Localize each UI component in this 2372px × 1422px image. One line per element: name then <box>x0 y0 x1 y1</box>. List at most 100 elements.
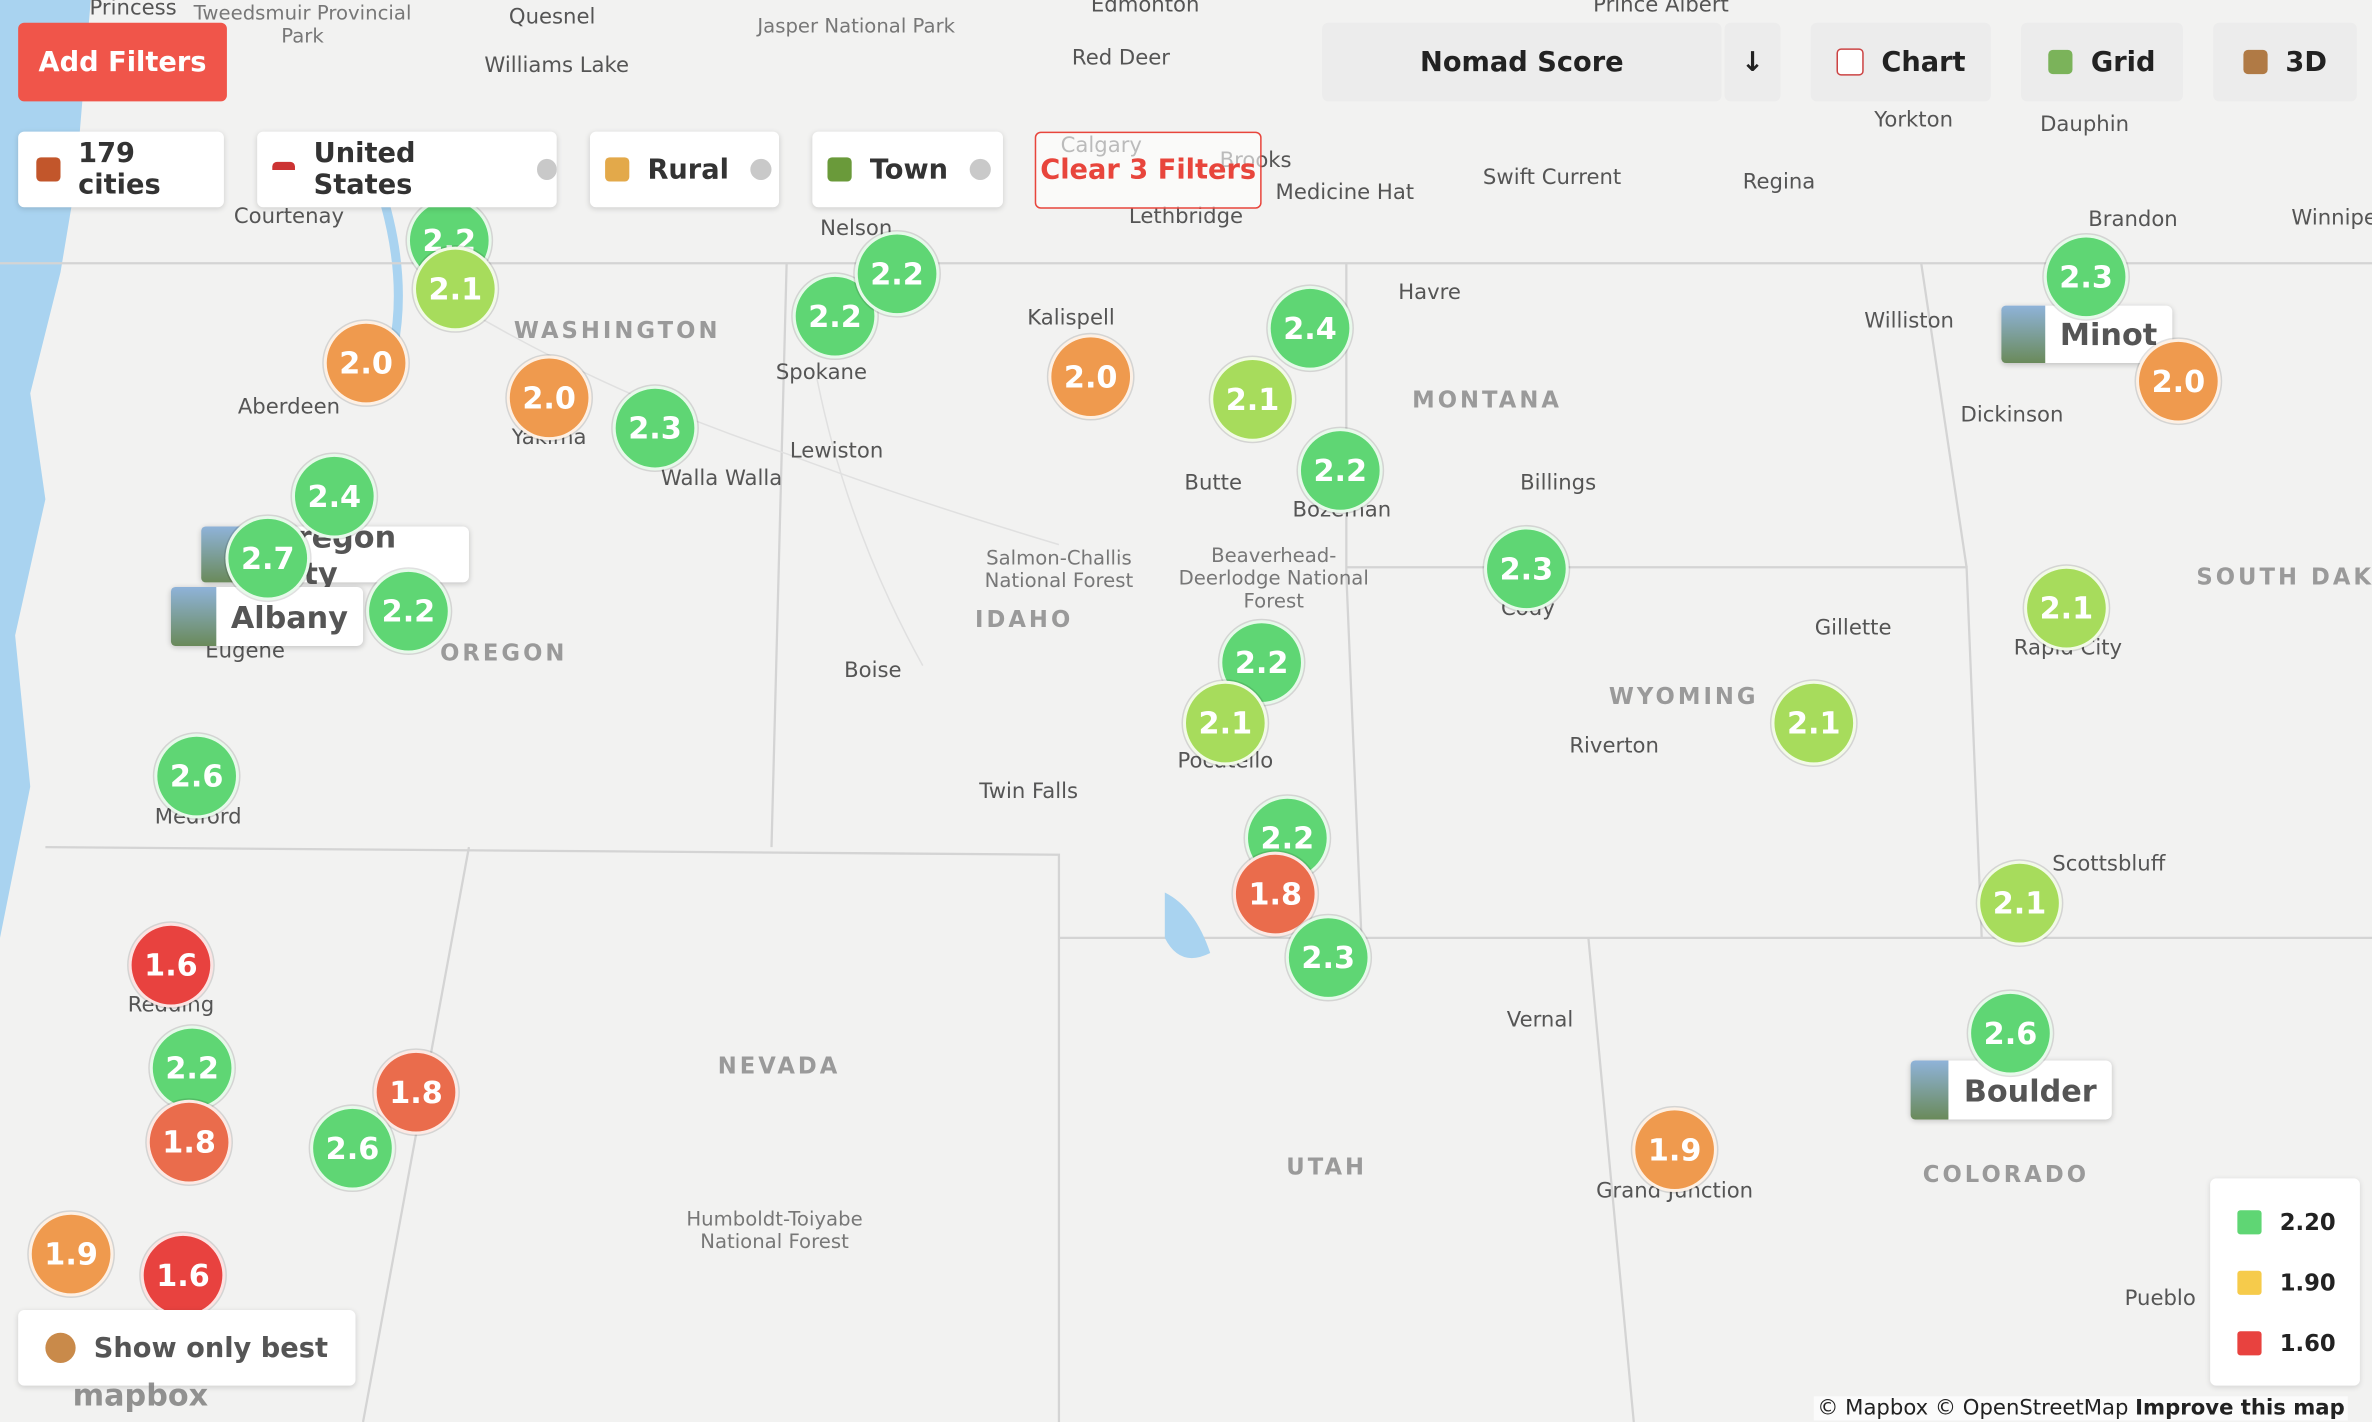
clear-filters[interactable]: Clear 3 Filters <box>1034 131 1262 209</box>
place-label: Walla Walla <box>660 466 783 491</box>
place-label: Regina <box>1742 170 1816 195</box>
city-card[interactable]: Boulder <box>1910 1060 2112 1120</box>
score-marker[interactable]: 1.9 <box>1632 1107 1717 1193</box>
city-name: Minot <box>2059 316 2158 353</box>
place-label: Edmonton <box>1090 0 1200 18</box>
score-marker[interactable]: 2.1 <box>2024 565 2109 651</box>
filter-chip[interactable]: Town <box>812 131 1003 208</box>
sort-direction[interactable]: ↓ <box>1724 22 1781 102</box>
score-marker[interactable]: 2.2 <box>149 1025 235 1111</box>
place-label: Pueblo <box>2124 1286 2196 1311</box>
place-label: Williston <box>1864 309 1954 334</box>
place-label: Spokane <box>775 360 868 385</box>
legend-label: 2.20 <box>2279 1208 2336 1236</box>
place-label: Swift Current <box>1482 165 1622 190</box>
view-button[interactable]: Grid <box>2021 22 2183 102</box>
score-marker[interactable]: 2.1 <box>1210 357 1295 442</box>
score-marker[interactable]: 2.0 <box>323 320 409 406</box>
score-marker[interactable]: 1.8 <box>373 1049 459 1135</box>
sort-select[interactable]: Nomad Score <box>1322 22 1722 102</box>
rivers <box>453 301 1060 666</box>
mapbox-logo: mapbox <box>72 1376 209 1413</box>
score-marker[interactable]: 2.3 <box>2043 234 2129 320</box>
score-marker[interactable]: 2.3 <box>1484 526 1569 612</box>
icon <box>605 157 630 182</box>
score-marker[interactable]: 2.2 <box>366 568 451 654</box>
place-label: Riverton <box>1569 734 1659 759</box>
place-label: OREGON <box>440 639 568 667</box>
place-label: Kalispell <box>1027 306 1115 331</box>
legend: 2.20 1.90 1.60 <box>2210 1178 2360 1386</box>
place-label: Humboldt-Toiyabe National Forest <box>686 1208 863 1255</box>
score-marker[interactable]: 2.3 <box>612 385 698 471</box>
score-marker[interactable]: 1.6 <box>128 922 214 1008</box>
score-marker[interactable]: 2.1 <box>412 246 498 332</box>
toggle-text: Show only best <box>93 1331 328 1364</box>
place-label: Billings <box>1520 471 1597 496</box>
score-marker[interactable]: 2.4 <box>291 453 377 539</box>
score-marker[interactable]: 2.2 <box>854 231 940 317</box>
filter-chip[interactable]: United States <box>257 131 557 208</box>
place-label: Boise <box>844 658 902 684</box>
city-count: 179 cities <box>18 131 224 208</box>
show-best-toggle[interactable]: Show only best <box>18 1310 356 1386</box>
improve-link[interactable]: Improve this map <box>2135 1396 2345 1421</box>
legend-item: 1.60 <box>2237 1330 2336 1357</box>
remove[interactable] <box>536 158 557 181</box>
score-marker[interactable]: 2.7 <box>225 515 311 601</box>
add-filters-button[interactable]: Add Filters <box>18 22 227 102</box>
place-label: WYOMING <box>1608 683 1759 711</box>
legend-swatch <box>2237 1210 2262 1235</box>
place-label: Scottsbluff <box>2052 852 2166 877</box>
score-marker[interactable]: 2.1 <box>1771 680 1857 766</box>
place-label: NEVADA <box>717 1052 841 1080</box>
place-label: Princess <box>89 0 177 21</box>
score-marker[interactable]: 2.1 <box>1182 680 1268 766</box>
place-label: Lewiston <box>789 439 884 464</box>
chip-text: Town <box>869 153 949 186</box>
place-label: Yorkton <box>1874 108 1954 133</box>
attribution: © Mapbox © OpenStreetMap Improve this ma… <box>1814 1396 2348 1421</box>
legend-item: 2.20 <box>2237 1208 2336 1236</box>
place-label: Twin Falls <box>979 779 1079 805</box>
score-marker[interactable]: 2.0 <box>2136 338 2221 424</box>
place-label: Quesnel <box>508 5 596 30</box>
place-label: Havre <box>1398 280 1461 305</box>
place-label: Lethbridge <box>1128 204 1244 230</box>
icon <box>1835 48 1864 76</box>
filter-chip[interactable]: Rural <box>589 131 780 208</box>
place-label: Winnipe <box>2291 206 2372 231</box>
score-marker[interactable]: 1.6 <box>140 1232 226 1318</box>
place-label: IDAHO <box>975 605 1074 634</box>
view-button[interactable]: Chart <box>1810 22 1991 102</box>
place-label: WASHINGTON <box>513 316 721 345</box>
score-marker[interactable]: 2.6 <box>1968 990 2053 1076</box>
score-marker[interactable]: 2.4 <box>1267 285 1353 371</box>
view-button[interactable]: 3D <box>2213 22 2357 102</box>
remove[interactable] <box>969 158 991 181</box>
icon <box>272 161 296 178</box>
legend-item: 1.90 <box>2237 1269 2336 1296</box>
remove[interactable] <box>750 158 772 181</box>
chip-text: United States <box>313 137 416 202</box>
score-marker[interactable]: 2.6 <box>154 733 240 819</box>
place-label: Brandon <box>2088 208 2178 233</box>
score-marker[interactable]: 1.9 <box>28 1211 114 1297</box>
city-photo <box>2001 305 2045 364</box>
place-label: Courtenay <box>233 204 345 230</box>
city-photo <box>1910 1060 1949 1120</box>
city-photo <box>170 586 216 646</box>
score-marker[interactable]: 1.8 <box>146 1099 232 1185</box>
place-label: Medicine Hat <box>1275 180 1415 205</box>
score-marker[interactable]: 2.2 <box>1297 428 1383 513</box>
icon <box>2048 49 2073 75</box>
score-marker[interactable]: 2.0 <box>1048 334 1134 420</box>
city-name: Boulder <box>1963 1071 2097 1109</box>
score-marker[interactable]: 2.6 <box>310 1105 395 1191</box>
score-marker[interactable]: 2.0 <box>506 355 592 441</box>
icon <box>2243 49 2268 75</box>
score-marker[interactable]: 2.1 <box>1977 860 2062 946</box>
score-marker[interactable]: 2.3 <box>1285 915 1371 1000</box>
